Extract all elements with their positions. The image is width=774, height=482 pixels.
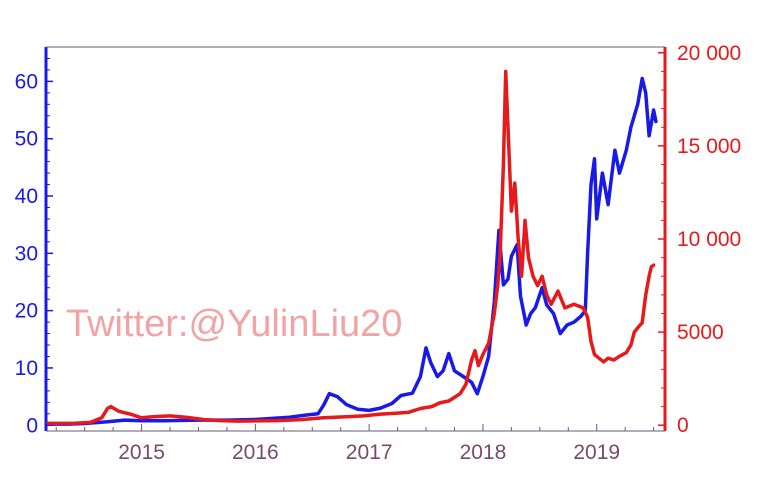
left-tick-label: 50 xyxy=(15,128,38,151)
left-tick-label: 0 xyxy=(26,414,38,437)
axes-layer: 0 10 20 30 40 50 60 0 5000 10 000 15 000 20 000 2015… xyxy=(15,42,742,464)
x-tick-label: 2017 xyxy=(346,441,393,464)
left-tick-label: 10 xyxy=(15,357,38,380)
right-tick-label: 5000 xyxy=(677,321,724,344)
right-tick-label: 0 xyxy=(677,414,689,437)
left-tick-label: 20 xyxy=(15,300,38,323)
left-tick-label: 60 xyxy=(15,70,38,93)
x-tick-label: 2016 xyxy=(232,441,279,464)
right-tick-label: 15 000 xyxy=(677,135,741,158)
left-tick-label: 40 xyxy=(15,185,38,208)
x-tick-label: 2015 xyxy=(118,441,165,464)
series-line-left-axis xyxy=(46,76,658,426)
series-layer xyxy=(46,69,658,426)
watermark-text: Twitter:@YulinLiu20 xyxy=(66,303,402,345)
right-tick-label: 20 000 xyxy=(677,42,741,65)
left-tick-label: 30 xyxy=(15,242,38,265)
right-tick-label: 10 000 xyxy=(677,228,741,251)
series-line-right-axis xyxy=(46,69,656,426)
x-tick-label: 2018 xyxy=(460,441,507,464)
x-tick-label: 2019 xyxy=(573,441,620,464)
